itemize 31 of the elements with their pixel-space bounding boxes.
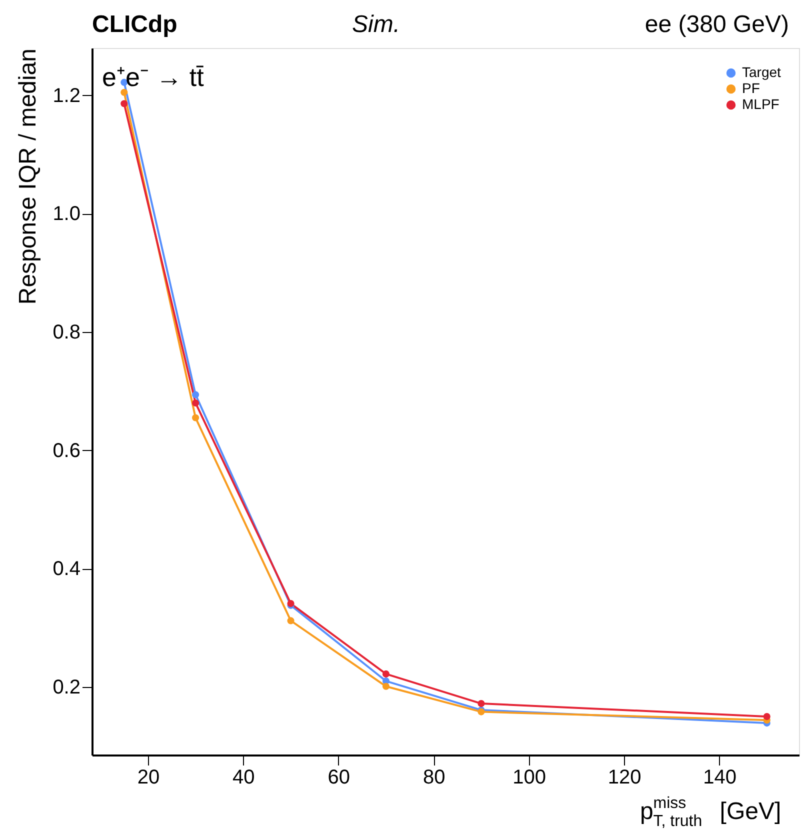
y-tick-label: 0.4 <box>52 558 80 580</box>
x-tick-label: 120 <box>608 766 642 788</box>
point <box>478 700 485 708</box>
point <box>192 414 200 422</box>
y-tick-label: 1.0 <box>52 203 80 226</box>
x-tick-label: 80 <box>422 766 446 788</box>
legend-label: Target <box>742 64 782 80</box>
point <box>120 88 128 96</box>
point <box>192 399 200 407</box>
chart-title: CLICdp <box>92 11 178 38</box>
y-tick-label: 1.2 <box>52 84 80 107</box>
point <box>382 670 390 678</box>
y-tick-label: 0.2 <box>52 676 80 698</box>
legend-label: PF <box>742 80 760 96</box>
point <box>763 713 770 720</box>
y-tick-label: 0.8 <box>52 321 80 344</box>
point <box>120 100 128 108</box>
text: Sim. <box>352 11 400 38</box>
y-axis-title: Response IQR / median <box>14 48 42 305</box>
annotation: e⁺e⁻ → tt̄ <box>102 62 205 92</box>
x-tick-label: 40 <box>232 766 255 788</box>
text: ee (380 GeV) <box>644 11 789 38</box>
x-tick-label: 140 <box>703 766 736 788</box>
point <box>192 391 200 398</box>
y-tick-label: 0.6 <box>52 440 80 462</box>
x-tick-label: 20 <box>137 766 160 788</box>
point <box>287 617 294 624</box>
point <box>382 682 390 690</box>
x-tick-label: 60 <box>328 766 350 788</box>
legend-label: MLPF <box>742 96 780 112</box>
x-tick-label: 100 <box>512 766 546 788</box>
